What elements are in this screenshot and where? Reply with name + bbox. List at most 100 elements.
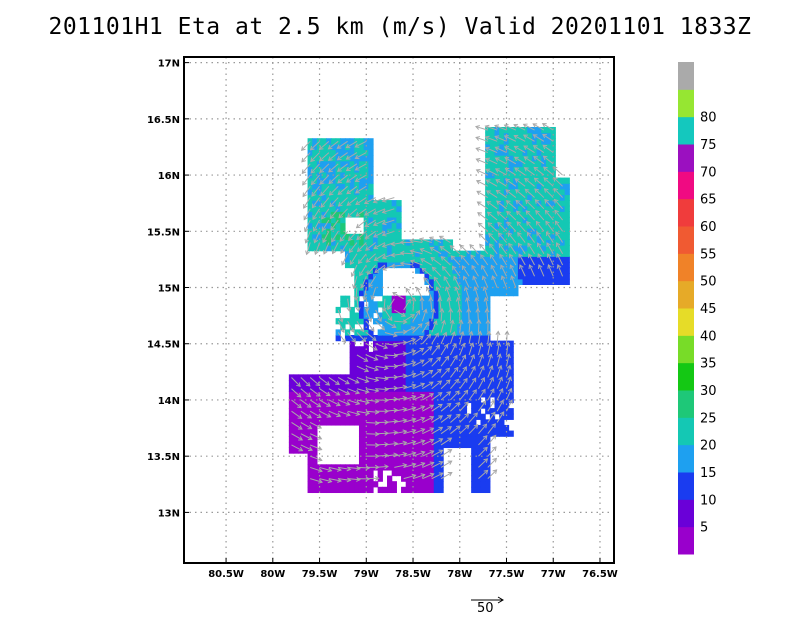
- wind-vector: [441, 265, 451, 277]
- wind-cell: [401, 391, 407, 398]
- wind-cell: [452, 408, 458, 415]
- wind-cell: [433, 357, 440, 364]
- wind-cell: [330, 379, 337, 387]
- wind-vector: [477, 330, 483, 344]
- wind-cell: [396, 413, 402, 420]
- wind-cell: [349, 469, 355, 477]
- wind-cell: [475, 453, 482, 460]
- wind-cell: [368, 216, 374, 224]
- wind-cell: [368, 138, 374, 145]
- wind-cell: [466, 301, 472, 308]
- wind-cell: [321, 419, 327, 426]
- wind-vector: [517, 231, 526, 243]
- wind-cell: [396, 261, 402, 269]
- colorbar-label: 5: [700, 521, 708, 536]
- wind-cell: [415, 374, 421, 381]
- wind-cell: [564, 250, 570, 257]
- wind-cell: [471, 396, 477, 404]
- wind-cell: [527, 278, 533, 285]
- wind-cell: [545, 188, 552, 196]
- wind-cell: [396, 222, 402, 229]
- wind-cell: [377, 228, 383, 235]
- wind-cell: [415, 419, 421, 426]
- wind-cell: [494, 402, 500, 409]
- wind-cell: [531, 177, 538, 184]
- wind-cell: [485, 245, 491, 252]
- wind-cell: [499, 239, 505, 246]
- wind-cell: [475, 357, 482, 364]
- wind-cell: [480, 290, 486, 297]
- wind-cell: [438, 357, 444, 364]
- wind-vector: [384, 309, 393, 322]
- wind-vector: [523, 145, 535, 154]
- wind-cell: [410, 402, 416, 409]
- wind-cell: [340, 396, 346, 404]
- wind-cell: [559, 267, 566, 274]
- wind-cell: [401, 245, 407, 252]
- wind-cell: [424, 385, 430, 392]
- wind-cell: [391, 413, 397, 420]
- wind-cell: [559, 200, 566, 207]
- wind-cell: [480, 481, 486, 488]
- wind-cell: [452, 301, 458, 308]
- wind-cell: [396, 205, 402, 212]
- wind-cell: [358, 346, 365, 353]
- wind-cell: [368, 379, 374, 387]
- wind-cell: [503, 402, 510, 409]
- wind-vector: [487, 388, 495, 401]
- wind-cell: [452, 363, 458, 370]
- wind-cell: [517, 188, 524, 196]
- wind-cell: [387, 216, 393, 224]
- wind-vector: [412, 461, 426, 468]
- wind-vector: [500, 275, 507, 288]
- wind-cell: [372, 447, 379, 454]
- wind-vector: [472, 275, 479, 288]
- wind-vector: [390, 263, 404, 269]
- wind-vector: [327, 152, 339, 161]
- wind-cell: [499, 385, 505, 392]
- wind-cell: [391, 233, 397, 241]
- wind-cell: [489, 149, 496, 156]
- wind-vector: [412, 359, 425, 367]
- wind-vector: [506, 376, 512, 389]
- wind-cell: [475, 447, 482, 454]
- wind-vector: [459, 377, 468, 390]
- wind-cell: [349, 481, 355, 488]
- wind-vector: [468, 377, 477, 389]
- wind-vector: [547, 263, 554, 277]
- wind-vector: [499, 253, 507, 266]
- wind-cell: [499, 424, 505, 432]
- wind-vector: [319, 388, 331, 397]
- wind-vector: [381, 219, 395, 226]
- wind-vector: [312, 219, 320, 232]
- wind-cell: [354, 256, 360, 263]
- wind-vector: [555, 231, 564, 243]
- wind-cell: [527, 126, 533, 134]
- wind-cell: [489, 211, 496, 218]
- wind-vector: [519, 264, 526, 277]
- wind-cell: [326, 245, 332, 252]
- wind-cell: [499, 138, 505, 145]
- wind-cell: [443, 436, 449, 443]
- wind-cell: [508, 205, 514, 212]
- wind-vector: [337, 332, 347, 344]
- wind-cell: [377, 261, 383, 269]
- colorbar-label: 45: [700, 302, 717, 317]
- wind-cell: [415, 295, 421, 302]
- wind-vector: [301, 163, 311, 175]
- wind-cell: [438, 481, 444, 488]
- wind-cell: [564, 200, 570, 207]
- wind-cell: [527, 138, 533, 145]
- wind-cell: [424, 469, 430, 477]
- wind-cell: [368, 205, 374, 212]
- wind-cell: [419, 453, 426, 460]
- wind-cell: [443, 363, 449, 370]
- wind-cell: [461, 323, 468, 330]
- wind-cell: [475, 301, 482, 308]
- wind-cell: [489, 194, 496, 201]
- wind-cell: [489, 138, 496, 145]
- wind-cell: [358, 481, 365, 488]
- wind-cell: [344, 205, 351, 212]
- wind-cell: [391, 424, 397, 432]
- wind-cell: [415, 453, 421, 460]
